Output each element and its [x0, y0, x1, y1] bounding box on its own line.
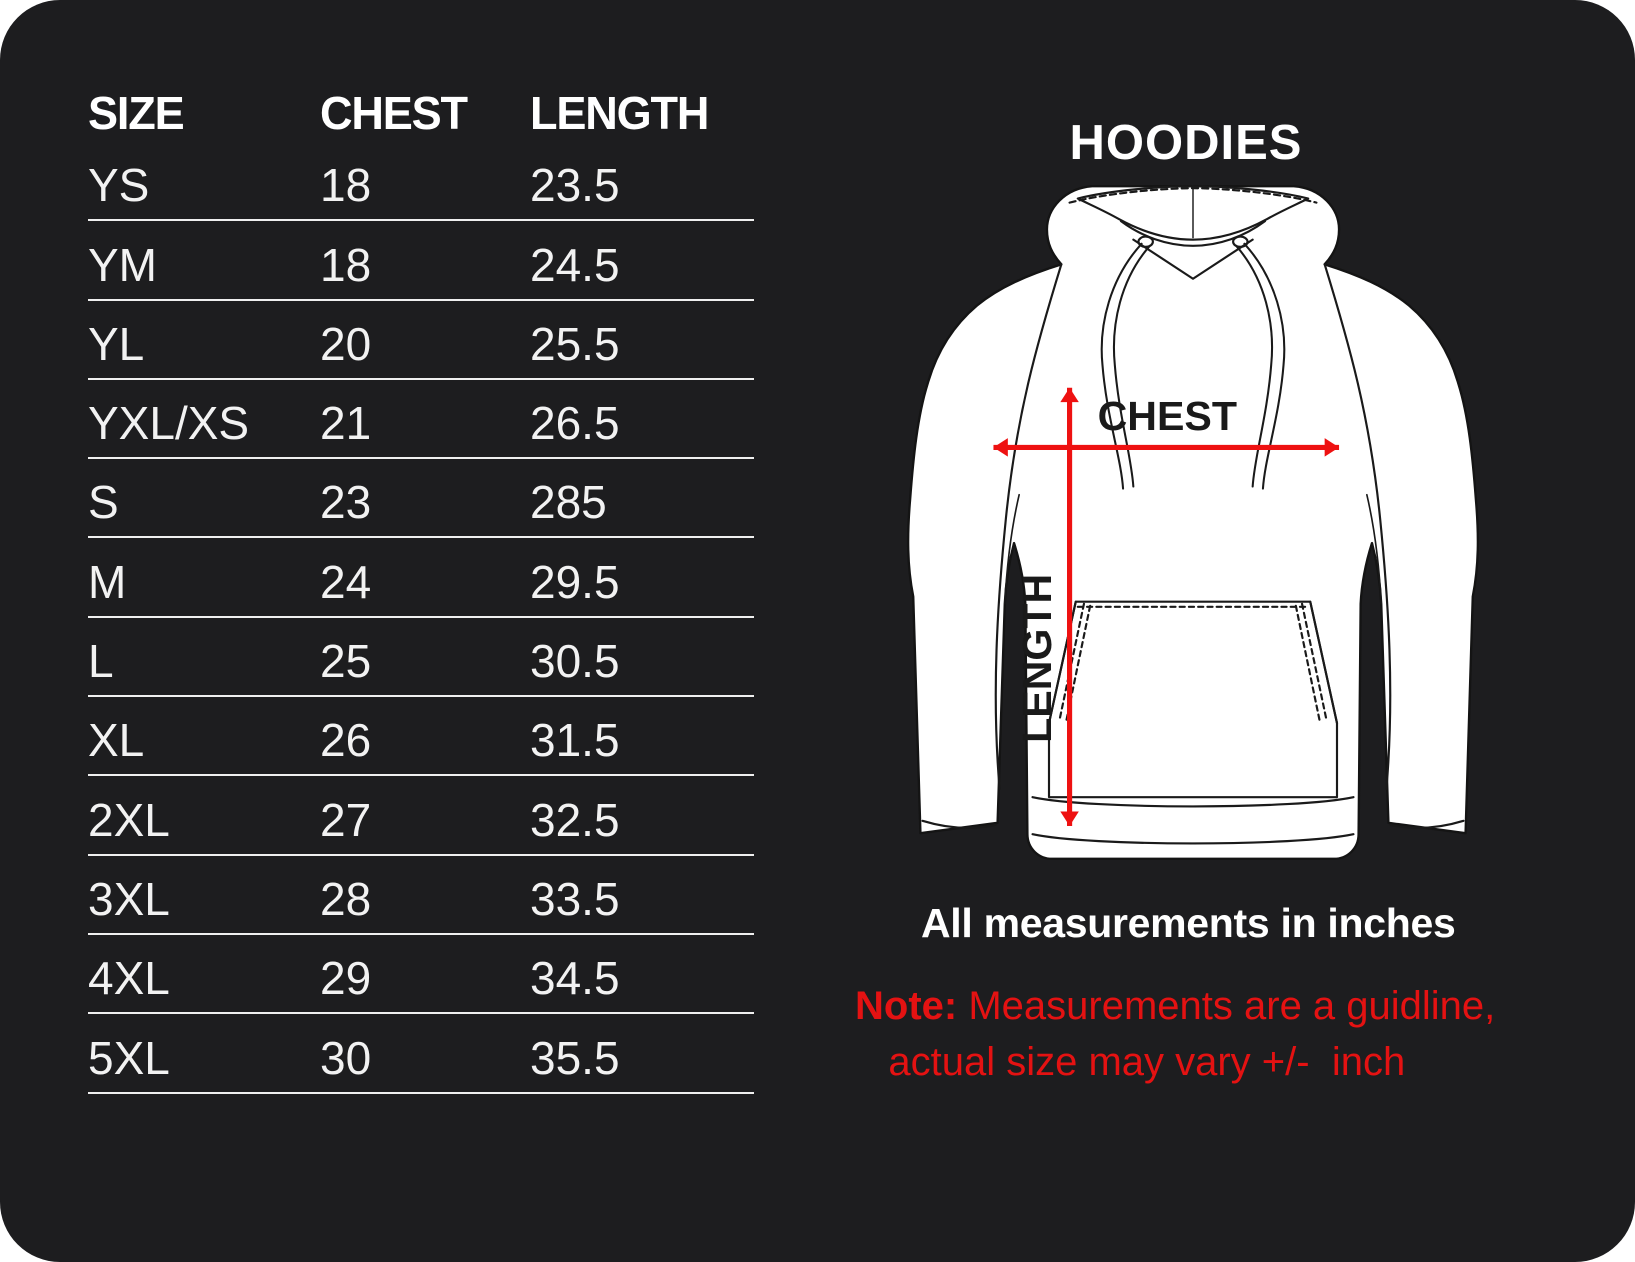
svg-text:LENGTH: LENGTH	[1014, 574, 1060, 743]
svg-text:CHEST: CHEST	[1098, 393, 1237, 439]
